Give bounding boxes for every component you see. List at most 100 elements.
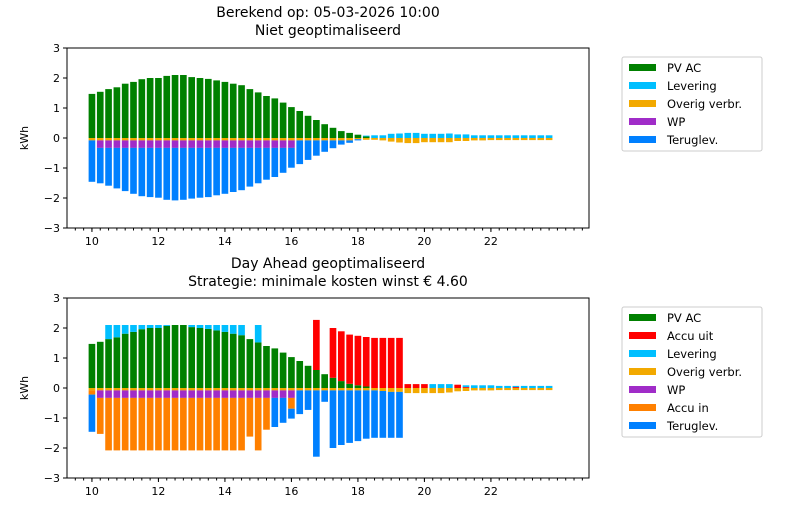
bar (113, 390, 121, 398)
bar (96, 397, 104, 434)
bar (495, 385, 503, 388)
bar (238, 138, 245, 141)
bar (204, 78, 212, 138)
bar (96, 147, 104, 184)
bar (412, 132, 420, 138)
bar (296, 140, 304, 165)
legend-label: Levering (667, 79, 717, 93)
bar (263, 397, 270, 430)
bar (155, 138, 162, 141)
y-tick-label: −1 (44, 162, 60, 175)
bar (188, 397, 196, 451)
bar (304, 390, 312, 410)
bar (105, 390, 112, 398)
bar (105, 147, 112, 186)
bar (545, 388, 553, 391)
bar (105, 397, 112, 451)
bar (221, 325, 229, 332)
bar (279, 140, 287, 148)
legend-swatch (629, 100, 656, 107)
bar (254, 92, 262, 138)
chart-title: Niet geoptimaliseerd (255, 23, 401, 39)
bar (155, 397, 162, 451)
bar (171, 75, 179, 138)
bar (313, 319, 320, 370)
chart-title: Strategie: minimale kosten winst € 4.60 (188, 274, 468, 290)
bar (163, 325, 171, 326)
bar (238, 390, 245, 398)
bar (304, 365, 312, 388)
bar (346, 132, 353, 138)
bar (529, 135, 536, 138)
x-tick-label: 10 (85, 235, 99, 248)
bar (196, 397, 204, 451)
bar (545, 138, 553, 141)
legend-swatch (629, 404, 656, 411)
bar (105, 388, 112, 391)
bar (204, 147, 212, 198)
bar (321, 388, 328, 391)
bar (263, 390, 270, 398)
y-tick-label: −3 (44, 222, 60, 235)
bar (421, 138, 428, 143)
bar (487, 135, 495, 138)
subplot-2: Day Ahead geoptimaliseerd Strategie: mini… (18, 256, 763, 498)
bar (346, 138, 353, 141)
bar (229, 140, 237, 148)
bar (105, 339, 112, 388)
bar (163, 140, 171, 148)
bar (146, 390, 154, 398)
bar (387, 391, 395, 438)
bar (462, 138, 470, 141)
bar (221, 138, 229, 141)
legend-label: PV AC (667, 311, 701, 325)
bar (105, 140, 112, 148)
bar (188, 325, 196, 328)
bar (288, 107, 295, 138)
bar (479, 135, 486, 138)
bar (155, 325, 162, 328)
bar (454, 388, 461, 392)
legend-label: Overig verbr. (667, 97, 742, 111)
bar (412, 138, 420, 144)
x-tick-label: 18 (351, 485, 365, 498)
bar (437, 388, 445, 394)
y-tick-label: 1 (53, 352, 60, 365)
bar (437, 133, 445, 138)
bar (387, 138, 395, 142)
bar (221, 390, 229, 398)
bar (288, 408, 295, 419)
bar (387, 337, 395, 388)
bar (346, 390, 353, 443)
bar (263, 138, 270, 141)
bar (254, 388, 262, 391)
bar (171, 397, 179, 451)
bar (130, 138, 137, 141)
bar (387, 388, 395, 392)
bar (421, 384, 428, 388)
bar (121, 333, 129, 388)
bar (213, 325, 220, 331)
bar (113, 138, 121, 141)
bar (545, 135, 553, 138)
bar (213, 388, 220, 391)
bar (512, 387, 520, 388)
bar (545, 385, 553, 388)
y-tick-label: 1 (53, 102, 60, 115)
bar (371, 388, 378, 391)
bar (163, 397, 171, 451)
bar (313, 370, 320, 388)
bar (537, 385, 545, 388)
x-tick-label: 20 (417, 235, 431, 248)
bar (88, 140, 96, 182)
x-tick-label: 14 (218, 485, 232, 498)
bar (362, 135, 370, 137)
bar (146, 147, 154, 198)
x-tick-label: 22 (484, 485, 498, 498)
bar (288, 138, 295, 141)
bar (346, 388, 353, 391)
x-tick-label: 20 (417, 485, 431, 498)
bar (396, 388, 403, 392)
bar (96, 138, 104, 141)
bar (537, 388, 545, 391)
